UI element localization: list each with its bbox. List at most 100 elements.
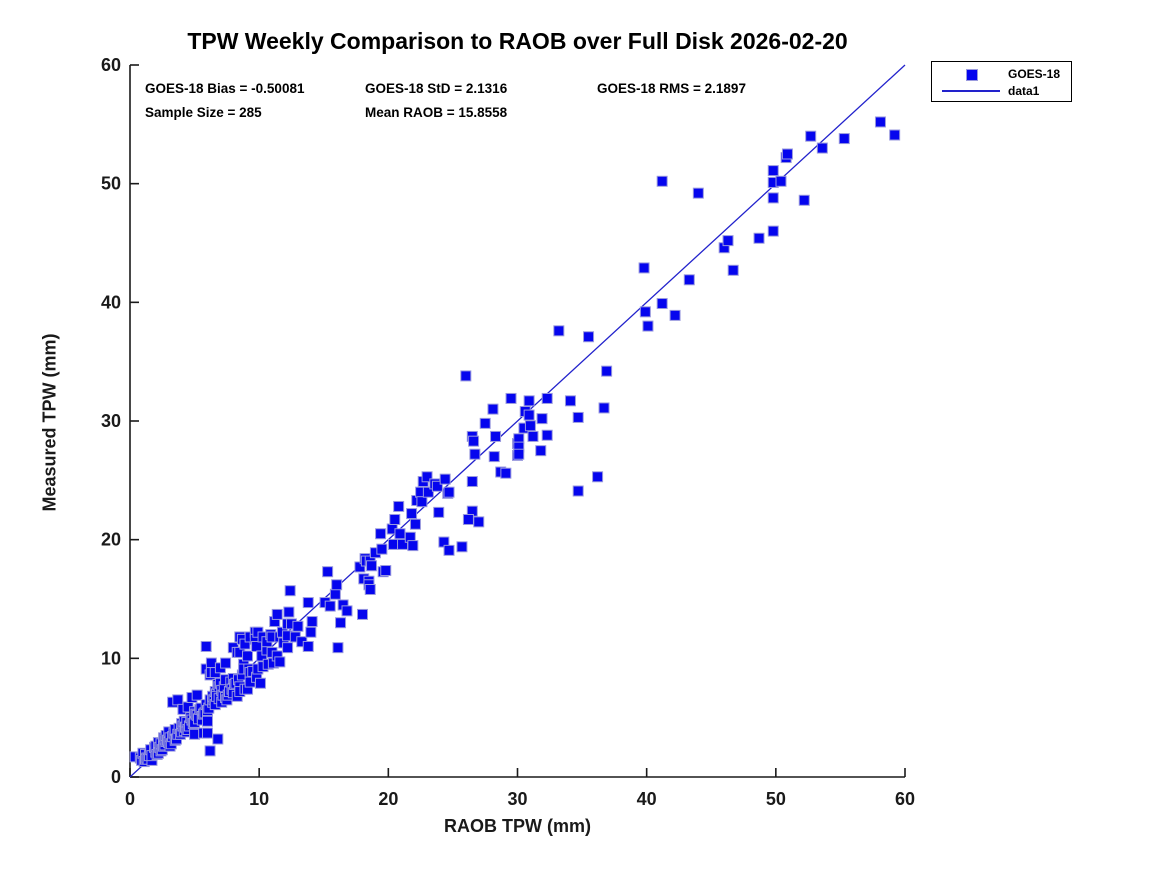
legend-square-marker-icon	[966, 69, 978, 81]
scatter-point	[443, 486, 455, 498]
x-tick-label: 40	[637, 789, 657, 809]
scatter-point	[553, 325, 565, 337]
stat-bias: GOES-18 Bias = -0.50081	[145, 81, 305, 96]
y-tick-label: 20	[101, 530, 121, 550]
scatter-point	[487, 403, 499, 415]
scatter-point	[488, 451, 500, 463]
scatter-point	[242, 650, 254, 662]
scatter-point	[189, 728, 201, 740]
scatter-point	[393, 500, 405, 512]
x-tick-label: 0	[125, 789, 135, 809]
scatter-point	[727, 264, 739, 276]
scatter-point	[775, 175, 787, 187]
scatter-point	[889, 129, 901, 141]
scatter-point	[767, 165, 779, 177]
scatter-point	[816, 142, 828, 154]
scatter-point	[527, 430, 539, 442]
stat-sample-size: Sample Size = 285	[145, 105, 262, 120]
scatter-point	[541, 429, 553, 441]
scatter-point	[364, 584, 376, 596]
scatter-point	[722, 235, 734, 247]
y-tick-label: 40	[101, 292, 121, 312]
scatter-point	[536, 413, 548, 425]
scatter-point	[433, 506, 445, 518]
scatter-point	[331, 579, 343, 591]
scatter-point	[302, 640, 314, 652]
scatter-point	[431, 480, 443, 492]
scatter-point	[479, 417, 491, 429]
scatter-point	[200, 640, 212, 652]
legend-entry-goes18: GOES-18	[932, 65, 1071, 83]
scatter-point	[469, 448, 481, 460]
scatter-point	[583, 331, 595, 343]
scatter-point	[462, 513, 474, 525]
scatter-point	[302, 597, 314, 609]
scatter-point	[406, 508, 418, 520]
scatter-point	[282, 642, 294, 654]
x-tick-label: 50	[766, 789, 786, 809]
x-tick-label: 60	[895, 789, 915, 809]
y-tick-label: 10	[101, 648, 121, 668]
x-tick-label: 20	[378, 789, 398, 809]
scatter-point	[523, 395, 535, 407]
scatter-point	[473, 516, 485, 528]
scatter-point	[332, 642, 344, 654]
scatter-point	[284, 585, 296, 597]
scatter-point	[639, 306, 651, 318]
legend-entry-data1: data1	[932, 82, 1071, 100]
scatter-point	[375, 528, 387, 540]
scatter-point	[306, 616, 318, 628]
scatter-point	[251, 640, 263, 652]
scatter-point	[523, 409, 535, 421]
scatter-point	[292, 620, 304, 632]
scatter-point	[874, 116, 886, 128]
scatter-point	[416, 496, 428, 508]
scatter-point	[439, 473, 451, 485]
scatter-point	[202, 715, 213, 727]
scatter-point	[490, 430, 502, 442]
scatter-point	[468, 435, 480, 447]
scatter-point	[220, 657, 232, 669]
scatter-point	[805, 130, 817, 142]
scatter-point	[212, 733, 224, 745]
x-tick-label: 10	[249, 789, 269, 809]
scatter-point	[366, 560, 378, 572]
scatter-point	[324, 600, 336, 612]
scatter-point	[329, 588, 341, 600]
scatter-point	[443, 544, 455, 556]
y-tick-label: 30	[101, 411, 121, 431]
scatter-point	[572, 485, 584, 497]
scatter-point	[274, 656, 286, 668]
scatter-point	[838, 133, 850, 145]
scatter-point	[422, 486, 434, 498]
scatter-point	[380, 565, 392, 577]
scatter-point	[767, 192, 779, 204]
scatter-point	[421, 471, 433, 483]
scatter-point	[191, 689, 203, 701]
scatter-point	[683, 274, 695, 286]
scatter-point	[376, 543, 388, 555]
scatter-point	[322, 566, 334, 578]
scatter-point	[394, 528, 406, 540]
scatter-point	[254, 677, 266, 689]
legend-line-icon	[942, 90, 1000, 92]
scatter-point	[500, 467, 512, 479]
scatter-point	[283, 606, 295, 618]
scatter-point	[409, 518, 421, 530]
scatter-point	[692, 187, 704, 199]
legend: GOES-18 data1	[931, 61, 1072, 102]
scatter-point	[357, 608, 368, 620]
scatter-point	[466, 476, 478, 488]
y-tick-label: 60	[101, 55, 121, 75]
y-axis-label: Measured TPW (mm)	[39, 333, 60, 512]
scatter-point	[798, 194, 810, 206]
scatter-point	[456, 541, 468, 553]
scatter-point	[656, 175, 668, 187]
scatter-point	[601, 365, 613, 377]
scatter-series-goes18	[129, 116, 901, 768]
x-axis-label: RAOB TPW (mm)	[444, 816, 591, 836]
scatter-point	[638, 262, 650, 274]
y-tick-label: 50	[101, 174, 121, 194]
scatter-point	[642, 320, 654, 332]
stat-mean-raob: Mean RAOB = 15.8558	[365, 105, 508, 120]
